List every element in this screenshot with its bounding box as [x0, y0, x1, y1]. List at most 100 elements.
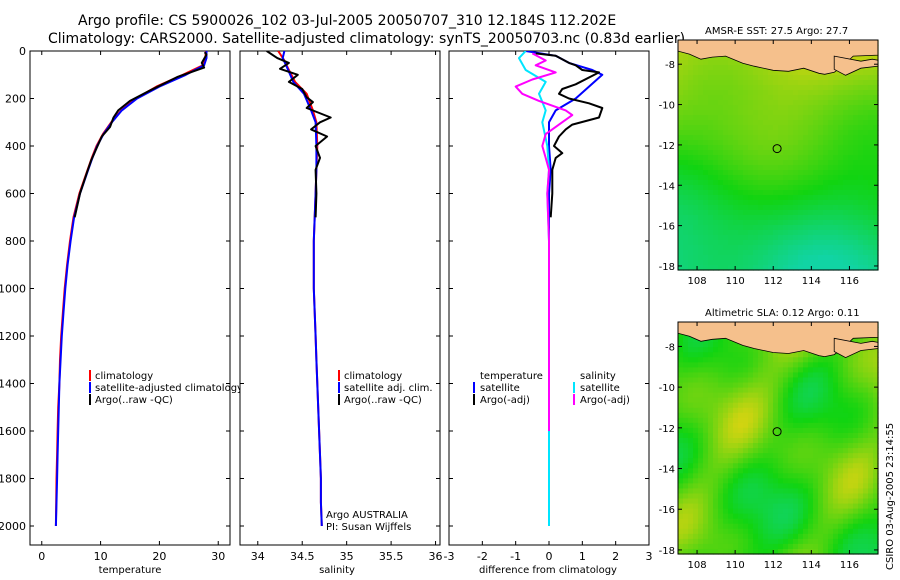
map-cell — [833, 478, 839, 484]
map-cell — [783, 357, 789, 363]
map-cell — [793, 478, 799, 484]
map-cell — [738, 230, 744, 236]
map-cell — [763, 135, 769, 141]
map-cell — [778, 235, 784, 241]
map-cell — [788, 427, 794, 434]
map-cell — [858, 357, 864, 363]
map-cell — [853, 140, 859, 146]
map-cell — [813, 125, 819, 131]
map-cell — [738, 372, 744, 379]
map-cell — [788, 402, 794, 409]
map-cell — [778, 70, 784, 76]
map-cell — [763, 503, 769, 510]
map-cell — [778, 543, 784, 550]
map-cell — [768, 538, 774, 545]
map-cell — [803, 150, 809, 156]
map-cell — [723, 160, 729, 166]
map-cell — [793, 215, 799, 221]
map-cell — [858, 205, 864, 211]
map-cell — [863, 90, 869, 96]
map-cell — [873, 402, 879, 409]
map-cell — [678, 342, 684, 348]
map-cell — [723, 498, 729, 505]
map-cell — [793, 210, 799, 216]
map-cell — [803, 210, 809, 216]
map-cell — [763, 150, 769, 156]
map-cell — [738, 548, 744, 555]
map-cell — [848, 513, 854, 520]
map-cell — [848, 95, 854, 101]
map-cell — [798, 100, 804, 106]
map-cell — [793, 493, 799, 500]
map-cell — [868, 448, 874, 454]
map-cell — [823, 508, 829, 515]
map-cell — [838, 422, 844, 429]
map-cell — [703, 468, 709, 474]
map-cell — [743, 225, 749, 231]
map-cell — [778, 357, 784, 363]
map-cell — [833, 548, 839, 555]
map-cell — [798, 130, 804, 136]
sst-map-land — [677, 39, 879, 75]
legend-label-sal-argo: Argo(-adj) — [580, 395, 630, 406]
map-cell — [843, 105, 849, 111]
map-cell — [713, 533, 719, 540]
map-cell — [678, 458, 684, 464]
map-cell — [688, 372, 694, 379]
map-cell — [873, 463, 879, 469]
map-cell — [718, 402, 724, 409]
map-cell — [863, 377, 869, 384]
map-cell — [733, 210, 739, 216]
map-cell — [813, 85, 819, 91]
map-cell — [738, 70, 744, 76]
map-cell — [693, 125, 699, 131]
map-cell — [683, 185, 689, 191]
map-cell — [728, 503, 734, 510]
map-cell — [748, 160, 754, 166]
legend-swatch-climatology — [338, 370, 340, 381]
map-cell — [738, 543, 744, 550]
map-cell — [843, 458, 849, 464]
map-cell — [703, 548, 709, 555]
map-cell — [828, 150, 834, 156]
map-cell — [763, 523, 769, 530]
map-cell — [863, 185, 869, 191]
map-cell — [793, 427, 799, 434]
map-cell — [678, 513, 684, 520]
map-cell — [808, 100, 814, 106]
map-cell — [753, 443, 759, 449]
map-cell — [758, 170, 764, 176]
map-cell — [788, 538, 794, 545]
map-cell — [723, 427, 729, 434]
map-cell — [753, 528, 759, 535]
map-cell — [758, 443, 764, 449]
map-cell — [858, 397, 864, 404]
map-cell — [863, 458, 869, 464]
map-cell — [733, 160, 739, 166]
map-cell — [803, 538, 809, 545]
map-cell — [723, 205, 729, 211]
map-cell — [863, 170, 869, 176]
map-cell — [873, 145, 879, 151]
map-cell — [833, 205, 839, 211]
map-cell — [723, 245, 729, 251]
map-cell — [718, 170, 724, 176]
map-cell — [783, 483, 789, 490]
map-cell — [713, 60, 719, 66]
map-cell — [803, 488, 809, 495]
map-cell — [733, 105, 739, 111]
x-tick-label: -3 — [444, 550, 455, 563]
map-cell — [873, 55, 879, 61]
map-cell — [828, 377, 834, 384]
map-cell — [868, 352, 874, 358]
sla-map-title: Altimetric SLA: 0.12 Argo: 0.11 — [705, 308, 860, 319]
map-cell — [748, 528, 754, 535]
map-cell — [678, 130, 684, 136]
map-cell — [793, 438, 799, 444]
map-cell — [708, 185, 714, 191]
map-cell — [873, 125, 879, 131]
map-cell — [773, 448, 779, 454]
map-cell — [863, 397, 869, 404]
map-cell — [838, 372, 844, 379]
map-cell — [778, 160, 784, 166]
